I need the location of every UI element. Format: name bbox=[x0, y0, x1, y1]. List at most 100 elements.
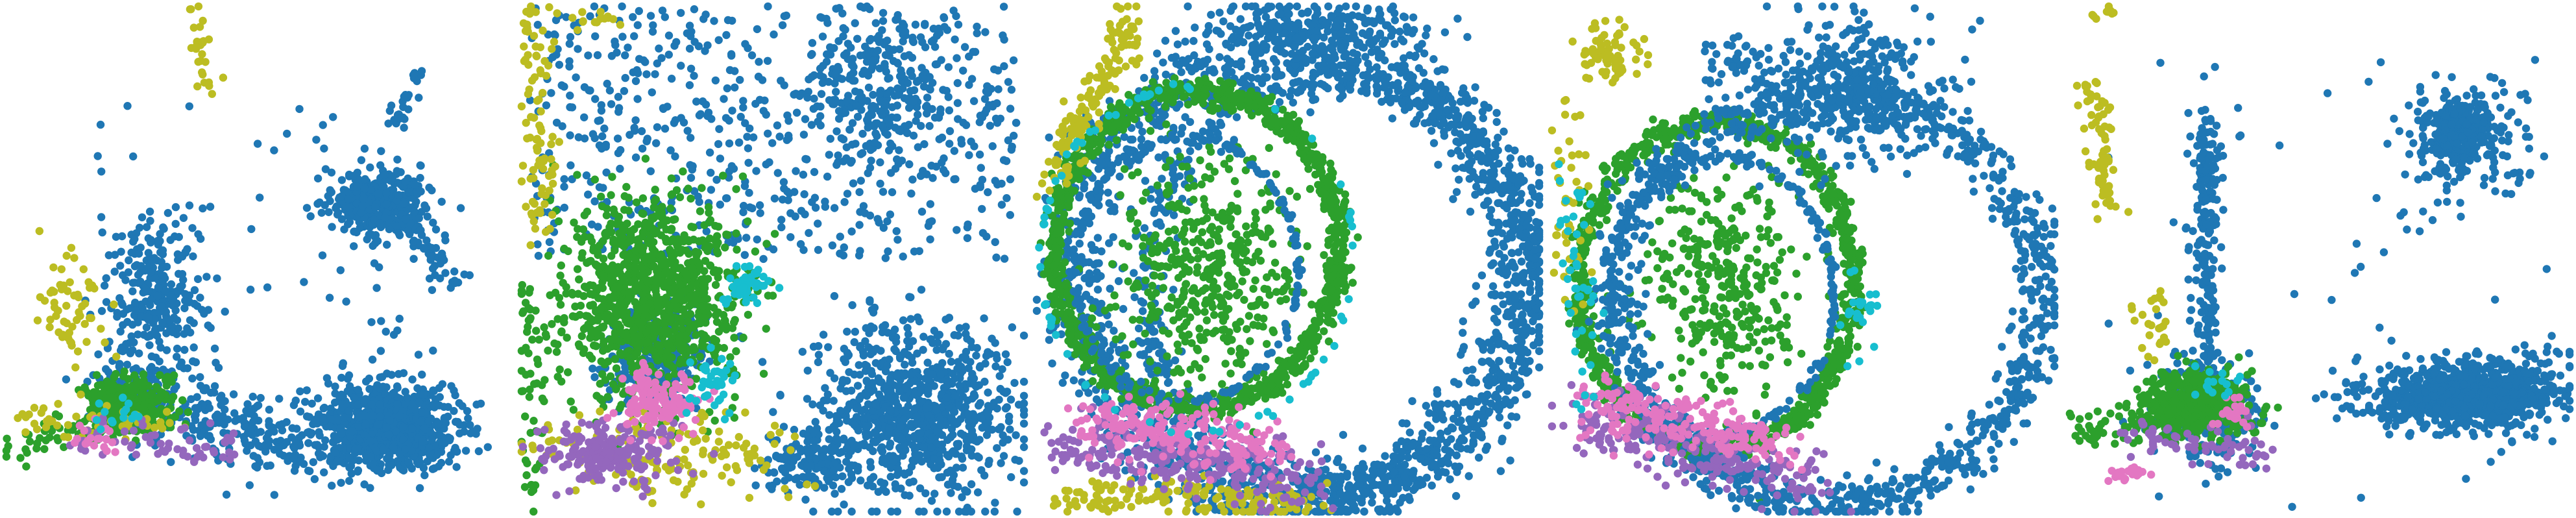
data-point bbox=[756, 209, 764, 217]
data-point bbox=[446, 451, 455, 460]
data-point bbox=[900, 406, 909, 415]
data-point bbox=[221, 405, 229, 414]
data-point bbox=[844, 92, 853, 100]
data-point bbox=[115, 294, 124, 302]
data-point bbox=[634, 69, 642, 78]
data-point bbox=[621, 73, 629, 82]
data-point bbox=[1019, 331, 1028, 340]
data-point bbox=[301, 397, 310, 406]
data-point bbox=[594, 223, 602, 231]
data-point bbox=[81, 439, 90, 448]
data-point bbox=[714, 140, 723, 149]
data-point bbox=[1019, 443, 1028, 451]
data-point bbox=[354, 423, 363, 431]
data-point bbox=[648, 88, 656, 97]
data-point bbox=[347, 469, 356, 478]
data-point bbox=[784, 196, 792, 204]
data-point bbox=[428, 264, 437, 273]
data-point bbox=[741, 40, 749, 48]
data-point bbox=[409, 238, 417, 246]
point-cluster-olive bbox=[186, 2, 228, 98]
data-point bbox=[105, 427, 114, 436]
data-point bbox=[993, 444, 1001, 452]
data-point bbox=[215, 412, 223, 421]
data-point bbox=[826, 369, 834, 377]
data-point bbox=[566, 131, 574, 140]
data-point bbox=[275, 395, 284, 403]
data-point bbox=[950, 417, 959, 426]
data-point bbox=[121, 438, 129, 446]
data-point bbox=[759, 106, 768, 115]
data-point bbox=[883, 328, 892, 337]
data-point bbox=[418, 408, 426, 417]
data-point bbox=[357, 156, 366, 164]
data-point bbox=[925, 218, 934, 227]
data-point bbox=[635, 6, 643, 16]
data-point bbox=[403, 393, 411, 402]
data-point bbox=[810, 94, 818, 103]
data-point bbox=[94, 350, 103, 359]
data-point bbox=[163, 408, 171, 416]
data-point bbox=[320, 403, 329, 412]
data-point bbox=[350, 171, 358, 180]
data-point bbox=[145, 207, 154, 216]
data-point bbox=[840, 500, 848, 509]
data-point bbox=[832, 88, 840, 96]
data-point bbox=[942, 393, 951, 402]
data-point bbox=[1019, 467, 1028, 475]
data-point bbox=[154, 450, 162, 458]
data-point bbox=[997, 201, 1006, 209]
data-point bbox=[949, 481, 958, 490]
data-point bbox=[903, 323, 912, 332]
data-point bbox=[883, 362, 892, 370]
data-point bbox=[189, 343, 198, 352]
data-point bbox=[778, 465, 787, 474]
data-point bbox=[950, 175, 958, 184]
data-point bbox=[411, 406, 420, 414]
data-point bbox=[886, 406, 895, 415]
data-point bbox=[574, 45, 582, 53]
data-point bbox=[973, 29, 981, 38]
data-point bbox=[899, 37, 907, 45]
data-point bbox=[40, 445, 49, 453]
data-point bbox=[653, 123, 662, 132]
data-point bbox=[916, 429, 925, 438]
data-point bbox=[642, 70, 651, 79]
data-point bbox=[328, 223, 336, 231]
data-point bbox=[383, 240, 391, 249]
data-point bbox=[945, 140, 954, 148]
data-point bbox=[251, 462, 260, 471]
data-point bbox=[79, 265, 88, 273]
data-point bbox=[824, 477, 833, 486]
data-point bbox=[908, 441, 917, 449]
data-point bbox=[393, 222, 401, 230]
data-point bbox=[384, 119, 393, 128]
data-point bbox=[954, 331, 962, 340]
data-point bbox=[930, 327, 939, 335]
data-point bbox=[1008, 142, 1016, 151]
data-point bbox=[823, 172, 832, 181]
data-point bbox=[860, 66, 869, 75]
data-point bbox=[247, 225, 256, 234]
data-point bbox=[547, 89, 555, 97]
data-point bbox=[942, 507, 951, 516]
data-point bbox=[319, 413, 327, 423]
data-point bbox=[196, 373, 204, 382]
data-point bbox=[967, 445, 976, 454]
data-point bbox=[837, 99, 845, 107]
data-point bbox=[188, 374, 197, 383]
data-point bbox=[942, 86, 951, 95]
data-point bbox=[350, 393, 358, 402]
data-point bbox=[687, 27, 696, 36]
data-point bbox=[770, 468, 778, 476]
data-point bbox=[703, 112, 712, 120]
data-point bbox=[138, 421, 147, 430]
data-point bbox=[969, 47, 977, 56]
data-point bbox=[201, 58, 210, 66]
data-point bbox=[557, 81, 566, 90]
data-point bbox=[418, 370, 426, 379]
data-point bbox=[908, 337, 917, 345]
data-point bbox=[677, 62, 685, 70]
data-point bbox=[320, 144, 328, 153]
data-point bbox=[831, 489, 839, 498]
